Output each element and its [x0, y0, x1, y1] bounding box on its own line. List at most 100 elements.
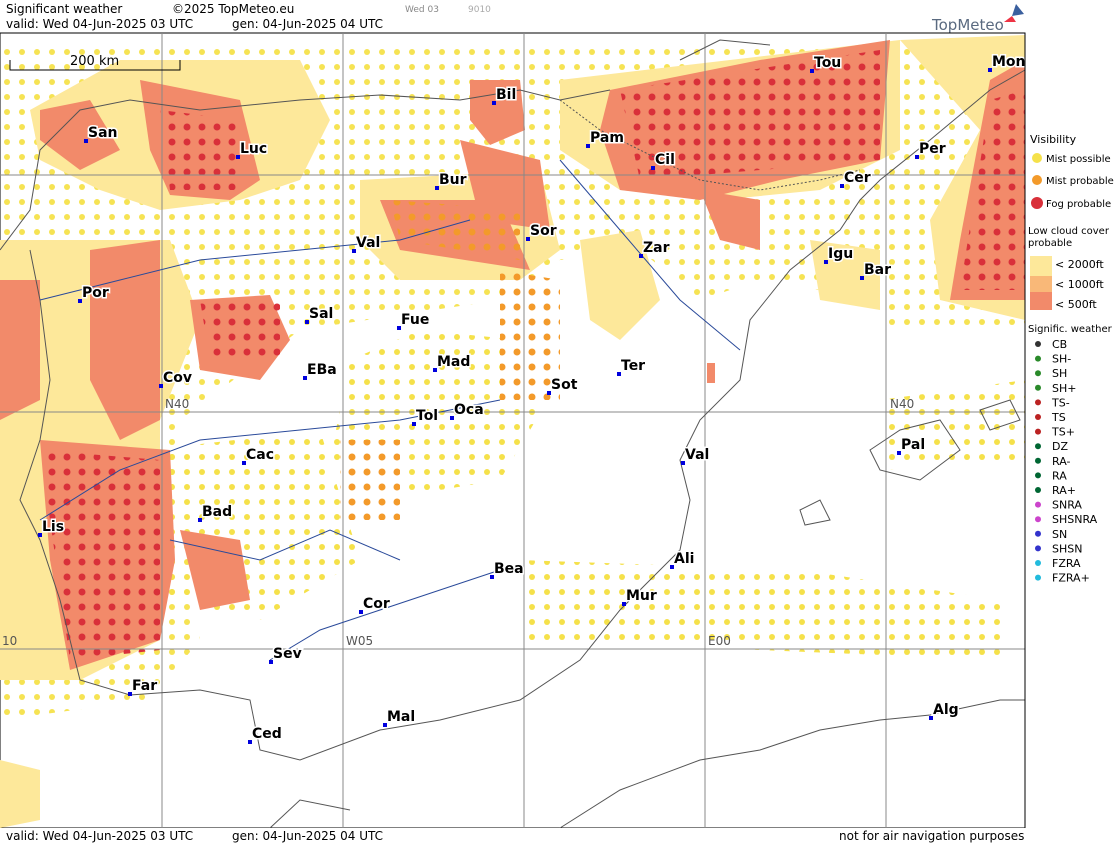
city-marker	[810, 69, 814, 73]
legend-item: RA+	[1052, 484, 1076, 497]
weather-symbol	[1035, 370, 1041, 377]
logo	[1012, 4, 1024, 16]
city-marker	[681, 461, 685, 465]
footer-bg	[0, 828, 1117, 843]
legend-item: DZ	[1052, 440, 1068, 453]
city-label: Ced	[252, 726, 282, 742]
city-marker	[639, 254, 643, 258]
city-label: Sal	[309, 306, 333, 322]
city-marker	[359, 610, 363, 614]
weather-symbol	[1035, 472, 1041, 479]
river	[269, 569, 501, 661]
legend-item: SNRA	[1052, 499, 1082, 512]
legend-item: Mist possible	[1046, 154, 1111, 165]
legend-swatch	[1030, 256, 1052, 278]
weather-symbol	[1035, 501, 1041, 508]
city-label: Pal	[901, 437, 925, 453]
city-marker	[383, 723, 387, 727]
grid-label: N40	[165, 397, 189, 411]
weather-symbol	[1035, 516, 1041, 523]
city-marker	[269, 660, 273, 664]
legend-item: < 1000ft	[1055, 278, 1104, 291]
low-cloud-500	[700, 190, 760, 250]
city-marker	[248, 740, 252, 744]
city-label: Pam	[590, 130, 624, 146]
city-label: Zar	[643, 240, 670, 256]
city-marker	[586, 144, 590, 148]
low-cloud-500	[0, 280, 40, 420]
mist-probable	[390, 200, 520, 260]
city-label: Cer	[844, 170, 871, 186]
grid-label: N40	[890, 397, 914, 411]
city-label: Bur	[439, 172, 467, 188]
weather-symbol	[1035, 384, 1041, 391]
city-label: Bil	[496, 87, 516, 103]
footer-gen: gen: 04-Jun-2025 04 UTC	[232, 829, 383, 843]
legend-item: RA-	[1052, 455, 1070, 468]
legend-title: Visibility	[1030, 133, 1077, 146]
city-label: Por	[82, 285, 109, 301]
footer-valid: valid: Wed 04-Jun-2025 03 UTC	[6, 829, 193, 843]
grid-label: W05	[346, 634, 373, 648]
city-label: Cor	[363, 596, 390, 612]
fog-probable	[40, 450, 160, 660]
city-label: Bad	[202, 504, 232, 520]
low-cloud-2000	[810, 240, 880, 310]
weather-symbol	[1035, 574, 1041, 581]
city-marker	[128, 692, 132, 696]
city-label: Per	[919, 141, 946, 157]
city-marker	[435, 186, 439, 190]
border	[559, 99, 861, 191]
city-marker	[433, 368, 437, 372]
mist-possible	[880, 380, 1025, 470]
city-marker	[860, 276, 864, 280]
city-label: Tou	[814, 55, 841, 71]
cities: San Luc Bil Pam Tou Mon Cil Per Bur Cer Val Sor Zar I…	[38, 53, 1027, 744]
weather-symbol	[1035, 341, 1041, 347]
city-marker	[242, 461, 246, 465]
legend-item: Mist probable	[1046, 176, 1114, 187]
legend-item: CB	[1052, 338, 1067, 351]
weather-symbol	[1035, 530, 1041, 537]
legend-title: Signific. weather	[1028, 324, 1113, 335]
city-label: Igu	[828, 246, 853, 262]
fog-probable	[200, 300, 280, 360]
fog-probable	[160, 110, 240, 190]
city-marker	[78, 299, 82, 303]
city-marker	[236, 155, 240, 159]
legend-item: SH-	[1052, 353, 1071, 366]
city-marker	[622, 602, 626, 606]
city-marker	[490, 575, 494, 579]
river	[169, 529, 401, 561]
legend-swatch	[1032, 175, 1042, 185]
weather-symbol	[1035, 428, 1041, 435]
weather-symbol	[1035, 560, 1041, 566]
city-label: Val	[685, 447, 709, 463]
legend-item: SHSNRA	[1052, 513, 1098, 526]
weather-symbol	[1035, 414, 1041, 420]
city-label: Luc	[240, 141, 267, 157]
city-marker	[450, 416, 454, 420]
city-marker	[988, 68, 992, 72]
weather-symbol	[1035, 355, 1041, 362]
city-marker	[547, 391, 551, 395]
legend-item: FZRA	[1052, 557, 1081, 570]
legend-swatch	[1032, 153, 1042, 163]
legend-swatch	[1030, 276, 1052, 292]
legend-item: TS+	[1051, 426, 1075, 439]
grid-label: 10	[2, 634, 17, 648]
city-label: Sot	[551, 377, 578, 393]
logo	[1004, 16, 1016, 22]
weather-symbol	[1035, 487, 1041, 493]
legend-item: Fog probable	[1046, 199, 1111, 210]
low-cloud-500	[40, 100, 120, 170]
river	[39, 399, 501, 521]
title: Significant weather	[6, 2, 122, 16]
legend-swatch	[1030, 292, 1052, 310]
city-marker	[492, 101, 496, 105]
copyright: ©2025 TopMeteo.eu	[172, 2, 294, 16]
legend-item: SH	[1052, 367, 1067, 380]
legend-item: TS	[1051, 411, 1066, 424]
